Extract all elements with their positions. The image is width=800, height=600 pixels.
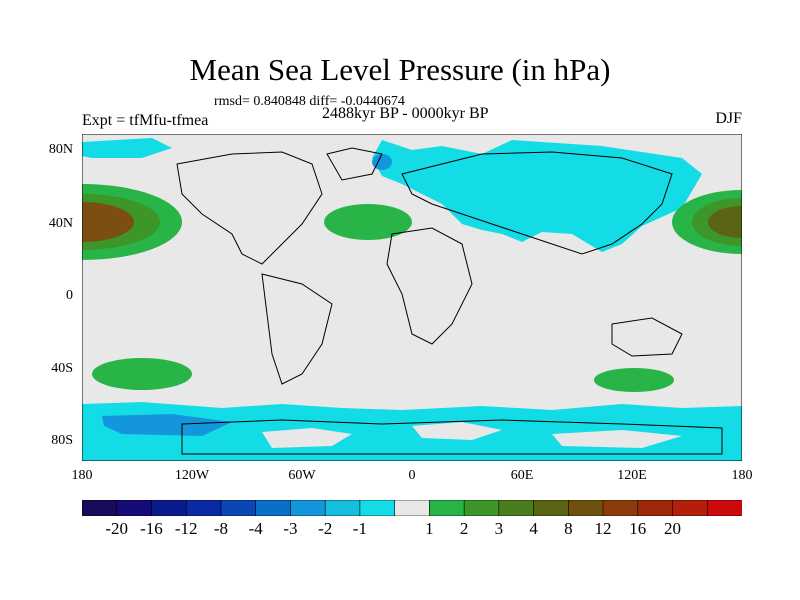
colorbar-swatch <box>82 500 118 516</box>
colorbar-swatch <box>116 500 153 516</box>
lat-label-80s: 80S <box>51 433 73 448</box>
colorbar-label: -2 <box>318 519 333 538</box>
colorbar-label: -3 <box>283 519 298 538</box>
colorbar-swatch <box>429 500 465 516</box>
colorbar-swatch <box>637 500 674 516</box>
colorbar-swatch <box>498 500 535 516</box>
season-label: DJF <box>715 110 742 127</box>
rmsd-diff-stats: rmsd= 0.840848 diff= -0.0440674 <box>214 94 405 109</box>
lon-label-60e: 60E <box>510 468 534 483</box>
map-title: Mean Sea Level Pressure (in hPa) <box>189 52 611 87</box>
colorbar-label: -8 <box>213 519 229 538</box>
pressure-anomaly-map <box>82 134 742 461</box>
colorbar-label: 16 <box>629 519 647 538</box>
experiment-label: Expt = tfMfu-tfmea <box>82 112 209 129</box>
colorbar-label: -16 <box>140 519 163 538</box>
colorbar-label: -12 <box>174 519 198 538</box>
colorbar-swatch <box>185 500 222 516</box>
period-label: 2488kyr BP - 0000kyr BP <box>322 105 489 122</box>
blue-anomaly-regions <box>102 154 392 436</box>
colorbar-swatch <box>706 500 742 516</box>
colorbar-label: 1 <box>425 519 434 538</box>
lon-label-0: 0 <box>408 468 416 483</box>
colorbar-label: 3 <box>494 519 504 538</box>
colorbar-swatch <box>290 500 326 516</box>
colorbar-swatch <box>533 500 569 516</box>
lat-label-40n: 40N <box>48 216 73 231</box>
coastlines <box>176 147 723 455</box>
colorbar-swatch <box>602 500 639 516</box>
colorbar-swatch <box>324 500 361 516</box>
lat-label-40s: 40S <box>51 361 73 376</box>
colorbar-label: 8 <box>564 519 573 538</box>
antarctica-neutral-areas <box>262 422 682 448</box>
colorbar-label: -20 <box>105 519 129 538</box>
colorbar-swatch <box>672 500 708 516</box>
colorbar-swatch <box>255 500 292 516</box>
colorbar-swatch <box>394 500 430 516</box>
lon-label-180e: 180 <box>731 468 753 483</box>
lat-label-80n: 80N <box>48 142 73 157</box>
colorbar-swatch <box>151 500 187 516</box>
colorbar-swatch <box>463 500 500 516</box>
colorbar-label: 12 <box>594 519 612 538</box>
positive-anomaly-regions <box>82 184 742 392</box>
colorbar-swatch <box>568 500 604 516</box>
lon-label-60w: 60W <box>288 468 316 483</box>
colorbar-label: -1 <box>352 519 367 538</box>
colorbar-label: 4 <box>529 519 538 538</box>
colorbar <box>82 500 742 516</box>
lon-label-120w: 120W <box>174 468 210 483</box>
lon-label-120e: 120E <box>617 468 647 483</box>
colorbar-swatch <box>359 500 396 516</box>
colorbar-label: -4 <box>248 519 263 538</box>
colorbar-label: 2 <box>459 519 469 538</box>
colorbar-label: 20 <box>664 519 682 538</box>
lat-label-0: 0 <box>66 288 73 303</box>
lon-label-180w: 180 <box>71 468 93 483</box>
colorbar-swatch <box>220 500 257 516</box>
